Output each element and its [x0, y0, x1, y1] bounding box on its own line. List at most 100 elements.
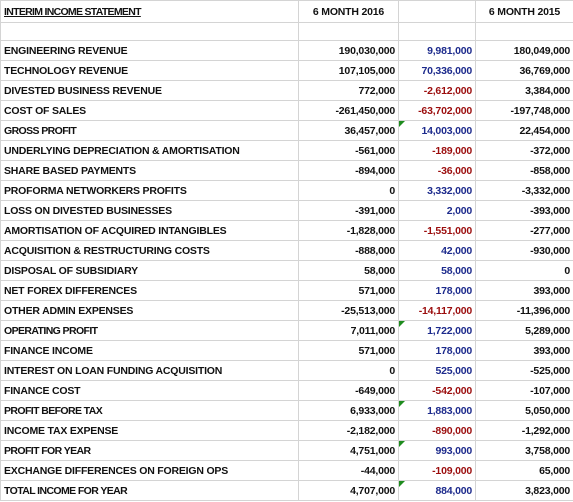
column-header: 6 MONTH 2016 [298, 0, 399, 23]
amount-cell: 5,289,000 [475, 320, 573, 341]
statement-row: ENGINEERING REVENUE 190,030,000 9,981,000 1… [0, 40, 573, 61]
row-label: ACQUISITION & RESTRUCTURING COSTS [0, 240, 299, 261]
title: INTERIM INCOME STATEMENT [0, 0, 299, 23]
amount-cell: 3,823,000 [475, 480, 573, 501]
amount-cell: -858,000 [475, 160, 573, 181]
statement-row: NET FOREX DIFFERENCES 571,000 178,000 393,0… [0, 280, 573, 301]
statement-row: PROFIT FOR YEAR 4,751,000 993,000 3,758,000 [0, 440, 573, 461]
amount-cell: 65,000 [475, 460, 573, 481]
difference-cell: -189,000 [398, 140, 476, 161]
statement-row: COST OF SALES -261,450,000 -63,702,000 -197… [0, 100, 573, 121]
row-label: NET FOREX DIFFERENCES [0, 280, 299, 301]
row-label: PROFIT FOR YEAR [0, 440, 299, 461]
header-row: INTERIM INCOME STATEMENT 6 MONTH 2016 6 … [0, 0, 573, 23]
difference-cell: 9,981,000 [398, 40, 476, 61]
amount-cell: -44,000 [298, 460, 399, 481]
amount-cell: -393,000 [475, 200, 573, 221]
statement-row: OTHER ADMIN EXPENSES -25,513,000 -14,117,0… [0, 300, 573, 321]
amount-cell: -894,000 [298, 160, 399, 181]
amount-cell: 571,000 [298, 280, 399, 301]
statement-row: PROFIT BEFORE TAX 6,933,000 1,883,000 5,050… [0, 400, 573, 421]
amount-cell: -197,748,000 [475, 100, 573, 121]
amount-cell: 3,758,000 [475, 440, 573, 461]
statement-row: TECHNOLOGY REVENUE 107,105,000 70,336,000 3… [0, 60, 573, 81]
amount-cell: 393,000 [475, 340, 573, 361]
difference-cell: 993,000 [398, 440, 476, 461]
row-label: FINANCE COST [0, 380, 299, 401]
difference-cell: -14,117,000 [398, 300, 476, 321]
difference-cell: 70,336,000 [398, 60, 476, 81]
statement-row: LOSS ON DIVESTED BUSINESSES -391,000 2,000… [0, 200, 573, 221]
difference-cell: 1,722,000 [398, 320, 476, 341]
difference-cell: 1,883,000 [398, 400, 476, 421]
amount-cell: 107,105,000 [298, 60, 399, 81]
blank-row [0, 22, 573, 41]
amount-cell: -11,396,000 [475, 300, 573, 321]
difference-cell: -109,000 [398, 460, 476, 481]
difference-cell: -1,551,000 [398, 220, 476, 241]
amount-cell: 36,457,000 [298, 120, 399, 141]
amount-cell: 0 [298, 360, 399, 381]
amount-cell: 58,000 [298, 260, 399, 281]
amount-cell: -277,000 [475, 220, 573, 241]
amount-cell: 36,769,000 [475, 60, 573, 81]
amount-cell: -888,000 [298, 240, 399, 261]
amount-cell: -107,000 [475, 380, 573, 401]
statement-row: ACQUISITION & RESTRUCTURING COSTS -888,00… [0, 240, 573, 261]
difference-cell: -63,702,000 [398, 100, 476, 121]
difference-cell: 525,000 [398, 360, 476, 381]
amount-cell: 0 [475, 260, 573, 281]
amount-cell: 393,000 [475, 280, 573, 301]
difference-cell: -36,000 [398, 160, 476, 181]
statement-row: FINANCE COST -649,000 -542,000 -107,000 [0, 380, 573, 401]
row-label: DISPOSAL OF SUBSIDIARY [0, 260, 299, 281]
difference-cell: 14,003,000 [398, 120, 476, 141]
amount-cell: -525,000 [475, 360, 573, 381]
statement-row: OPERATING PROFIT 7,011,000 1,722,000 5,289,… [0, 320, 573, 341]
amount-cell: -25,513,000 [298, 300, 399, 321]
amount-cell: -930,000 [475, 240, 573, 261]
amount-cell: 4,751,000 [298, 440, 399, 461]
statement-row: GROSS PROFIT 36,457,000 14,003,000 22,454,0… [0, 120, 573, 141]
statement-row: PROFORMA NETWORKERS PROFITS 0 3,332,000 -3,… [0, 180, 573, 201]
amount-cell: 571,000 [298, 340, 399, 361]
amount-cell: -3,332,000 [475, 180, 573, 201]
row-label: TECHNOLOGY REVENUE [0, 60, 299, 81]
amount-cell: 22,454,000 [475, 120, 573, 141]
title-text: INTERIM INCOME STATEMENT [4, 5, 142, 18]
amount-cell: -561,000 [298, 140, 399, 161]
amount-cell: -372,000 [475, 140, 573, 161]
difference-cell: 884,000 [398, 480, 476, 501]
statement-row: TOTAL INCOME FOR YEAR 4,707,000 884,000 3,8… [0, 480, 573, 501]
amount-cell: 3,384,000 [475, 80, 573, 101]
statement-row: DISPOSAL OF SUBSIDIARY 58,000 58,000 0 [0, 260, 573, 281]
row-label: LOSS ON DIVESTED BUSINESSES [0, 200, 299, 221]
difference-cell: 3,332,000 [398, 180, 476, 201]
row-label: UNDERLYING DEPRECIATION & AMORTISATION [0, 140, 299, 161]
statement-row: SHARE BASED PAYMENTS -894,000 -36,000 -858,… [0, 160, 573, 181]
column-header: 6 MONTH 2015 [475, 0, 573, 23]
row-label: AMORTISATION OF ACQUIRED INTANGIBLES [0, 220, 299, 241]
difference-cell: -2,612,000 [398, 80, 476, 101]
amount-cell: 180,049,000 [475, 40, 573, 61]
row-label: SHARE BASED PAYMENTS [0, 160, 299, 181]
row-label: COST OF SALES [0, 100, 299, 121]
amount-cell: 190,030,000 [298, 40, 399, 61]
statement-row: AMORTISATION OF ACQUIRED INTANGIBLES -1,8… [0, 220, 573, 241]
empty-cell [398, 0, 476, 23]
amount-cell: -261,450,000 [298, 100, 399, 121]
statement-row: EXCHANGE DIFFERENCES ON FOREIGN OPS -44,0… [0, 460, 573, 481]
amount-cell: 7,011,000 [298, 320, 399, 341]
difference-cell: -542,000 [398, 380, 476, 401]
amount-cell: 0 [298, 180, 399, 201]
row-label: EXCHANGE DIFFERENCES ON FOREIGN OPS [0, 460, 299, 481]
statement-row: DIVESTED BUSINESS REVENUE 772,000 -2,612,0… [0, 80, 573, 101]
amount-cell: -649,000 [298, 380, 399, 401]
statement-row: UNDERLYING DEPRECIATION & AMORTISATION -5… [0, 140, 573, 161]
amount-cell: -2,182,000 [298, 420, 399, 441]
difference-cell: 42,000 [398, 240, 476, 261]
amount-cell: -1,292,000 [475, 420, 573, 441]
row-label: INTEREST ON LOAN FUNDING ACQUISITION [0, 360, 299, 381]
row-label: OPERATING PROFIT [0, 320, 299, 341]
